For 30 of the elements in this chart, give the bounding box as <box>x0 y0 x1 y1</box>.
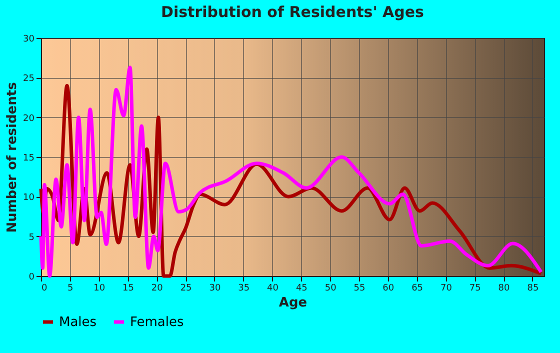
y-axis-title: Number of residents <box>5 82 20 233</box>
x-tick-label: 50 <box>324 284 337 294</box>
x-tick-label: 40 <box>267 284 279 294</box>
x-tick-label: 85 <box>527 284 539 294</box>
x-tick-label: 45 <box>296 284 308 294</box>
x-axis-title: Age <box>278 296 308 310</box>
y-tick-label: 30 <box>23 34 35 44</box>
y-tick-label: 5 <box>28 232 34 243</box>
x-tick-label: 10 <box>94 284 106 294</box>
legend-label: Females <box>130 315 184 330</box>
x-tick-label: 15 <box>122 284 134 294</box>
x-tick-label: 70 <box>440 284 452 294</box>
x-tick-label: 20 <box>151 284 164 294</box>
x-tick-label: 55 <box>354 284 366 294</box>
x-tick-label: 5 <box>68 284 74 294</box>
x-tick-label: 80 <box>498 284 510 294</box>
y-tick-label: 15 <box>23 154 34 164</box>
y-tick-label: 25 <box>23 74 34 84</box>
x-tick-label: 0 <box>42 284 48 294</box>
legend-label: Males <box>59 315 97 330</box>
chart-title: Distribution of Residents' Ages <box>161 3 424 21</box>
y-tick-label: 10 <box>23 193 35 204</box>
y-tick-label: 20 <box>23 114 35 124</box>
x-tick-label: 30 <box>209 284 221 294</box>
x-tick-label: 35 <box>238 284 250 294</box>
x-tick-label: 25 <box>180 284 192 294</box>
x-tick-label: 65 <box>412 284 424 294</box>
x-tick-label: 75 <box>469 284 481 294</box>
x-tick-label: 60 <box>382 284 394 294</box>
y-tick-label: 0 <box>28 272 35 282</box>
